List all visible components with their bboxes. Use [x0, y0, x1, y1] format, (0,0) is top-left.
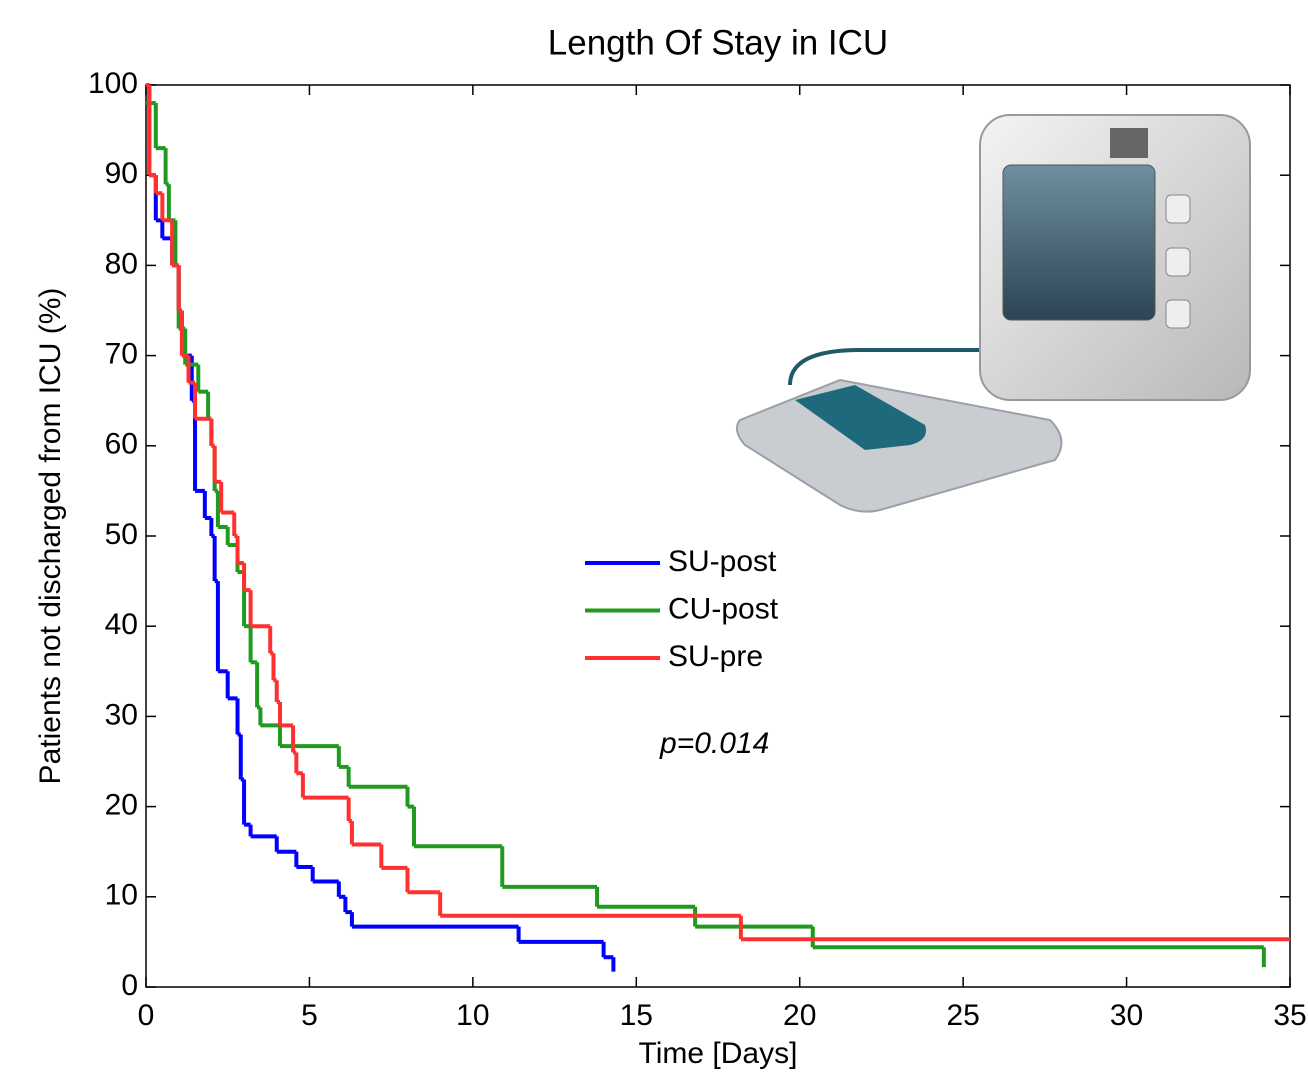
annotation: p=0.014 [659, 727, 769, 760]
legend-label: SU-post [668, 545, 777, 578]
x-tick-label: 30 [1110, 999, 1143, 1032]
y-axis-label: Patients not discharged from ICU (%) [34, 288, 67, 785]
y-tick-label: 30 [105, 698, 138, 731]
y-tick-label: 90 [105, 157, 138, 190]
x-axis-label: Time [Days] [639, 1037, 798, 1070]
y-tick-label: 40 [105, 608, 138, 641]
y-tick-label: 70 [105, 338, 138, 371]
x-tick-label: 20 [783, 999, 816, 1032]
x-tick-label: 0 [138, 999, 155, 1032]
y-tick-label: 80 [105, 247, 138, 280]
legend-label: CU-post [668, 592, 779, 625]
legend-label: SU-pre [668, 640, 763, 673]
y-tick-label: 100 [88, 67, 138, 100]
x-tick-label: 25 [946, 999, 979, 1032]
y-tick-label: 10 [105, 879, 138, 912]
device-illustration [735, 114, 1251, 513]
x-tick-label: 35 [1273, 999, 1306, 1032]
x-tick-label: 15 [620, 999, 653, 1032]
y-tick-label: 0 [121, 969, 138, 1002]
y-tick-label: 60 [105, 428, 138, 461]
y-tick-label: 20 [105, 789, 138, 822]
y-tick-label: 50 [105, 518, 138, 551]
x-tick-label: 10 [456, 999, 489, 1032]
chart-title: Length Of Stay in ICU [548, 23, 888, 62]
x-tick-label: 5 [301, 999, 318, 1032]
